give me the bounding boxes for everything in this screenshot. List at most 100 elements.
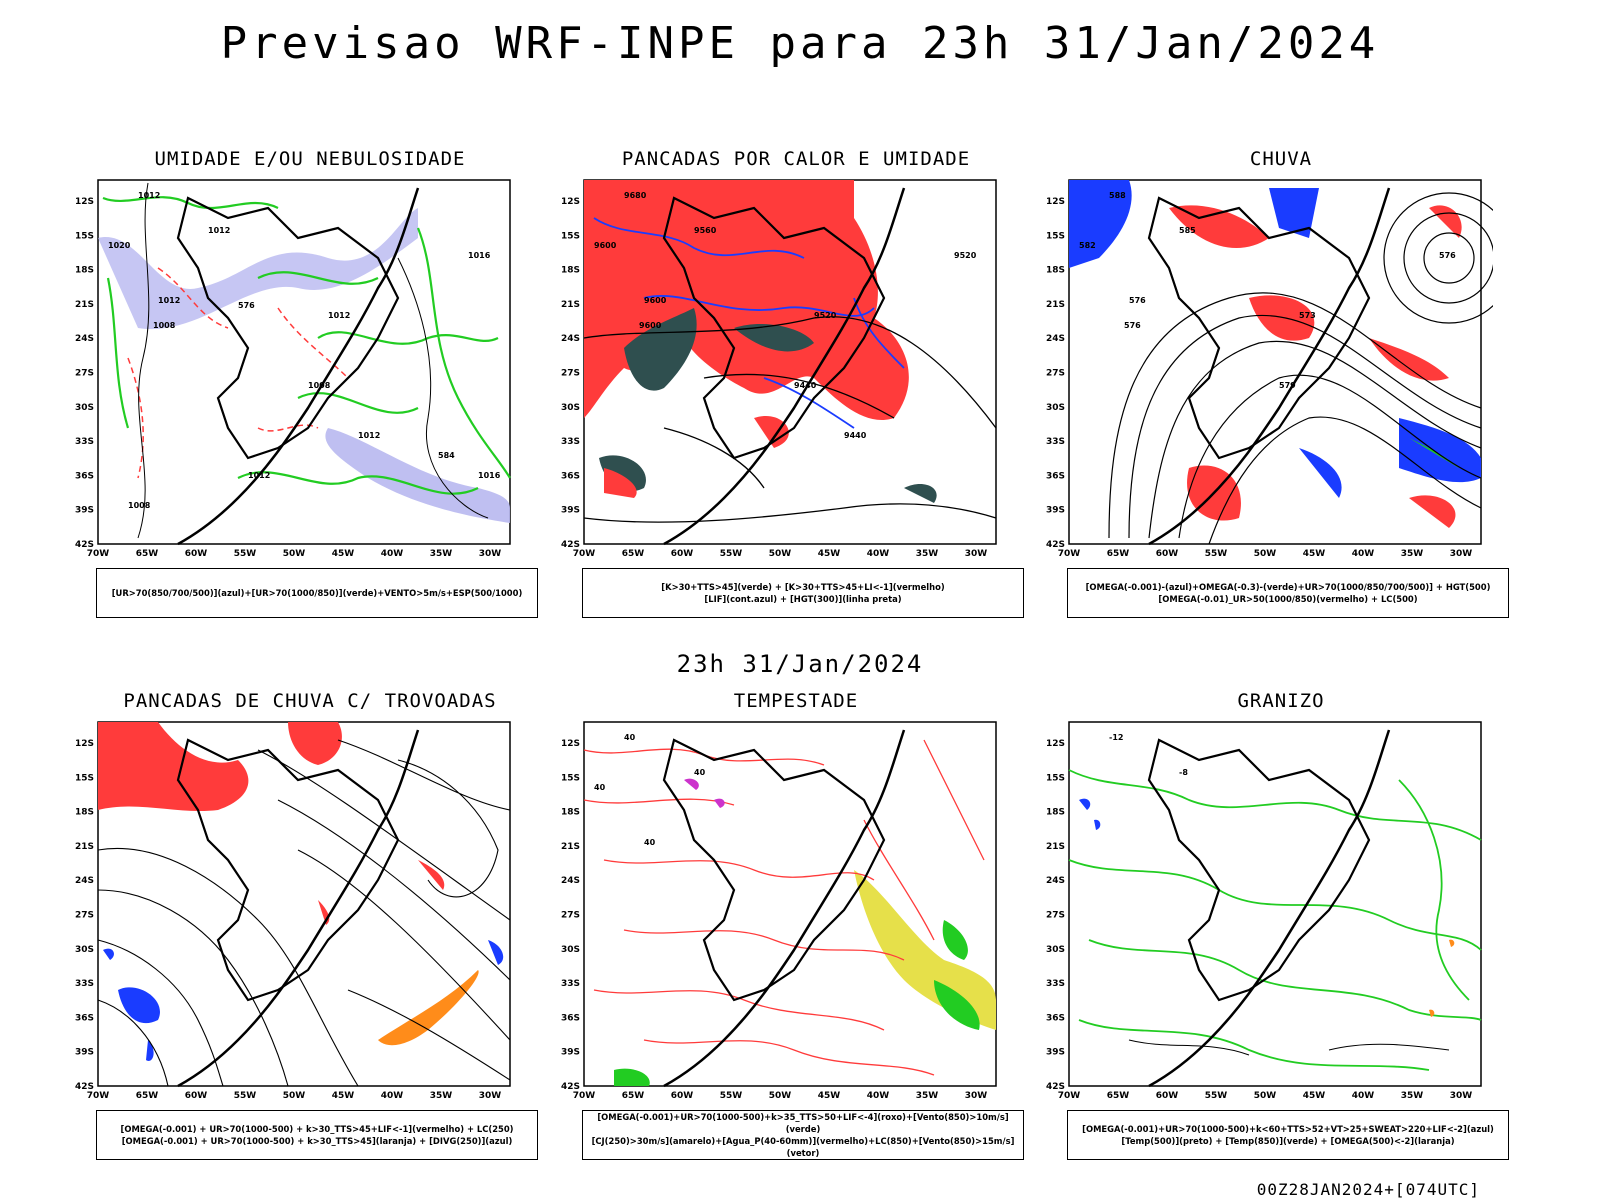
contour-label: 40 <box>694 768 706 777</box>
lat-tick-label: 24S <box>561 334 580 344</box>
lat-axis: 12S 15S 18S 21S 24S 27S 30S 33S 36S 39S 42S <box>75 739 94 1092</box>
panel-title: TEMPESTADE <box>733 690 859 712</box>
lat-tick-label: 21S <box>561 300 580 310</box>
lif-blue-contours <box>593 217 905 429</box>
contour-label: 1012 <box>138 191 160 200</box>
contour-label: 573 <box>1299 311 1316 320</box>
legend-line: [CJ(250)>30m/s](amarelo)+[Agua_P(40-60mm… <box>591 1136 1015 1158</box>
lon-tick-label: 70W <box>1058 1091 1081 1100</box>
lon-tick-label: 40W <box>1352 1091 1375 1100</box>
lat-tick-label: 30S <box>75 403 94 413</box>
lon-tick-label: 45W <box>1303 549 1326 558</box>
lat-axis: 12S 15S 18S 21S 24S 27S 30S 33S 36S 39S 42S <box>1046 739 1065 1092</box>
lon-tick-label: 35W <box>916 549 939 558</box>
lon-tick-label: 60W <box>671 1091 694 1100</box>
contour-label: 1012 <box>248 471 270 480</box>
lat-tick-label: 24S <box>75 334 94 344</box>
lat-tick-label: 18S <box>75 266 94 276</box>
contour-label: 1012 <box>328 311 350 320</box>
lat-tick-label: 18S <box>1046 266 1065 276</box>
lon-tick-label: 30W <box>479 549 502 558</box>
red-rain-area <box>1169 205 1462 528</box>
contour-label: 1012 <box>358 431 380 440</box>
lon-tick-label: 35W <box>1401 1091 1424 1100</box>
lat-tick-label: 36S <box>1046 1013 1065 1023</box>
lat-tick-label: 12S <box>561 197 580 207</box>
panel-pancadas-calor: PANCADAS POR CALOR E UMIDADE 12S 15S 18S 21… <box>558 148 1024 618</box>
lat-tick-label: 42S <box>75 540 94 550</box>
panel-chuva: CHUVA 12S 15S 18S 21S 24S 27S 30S 33S 36S 39S 42S … <box>1043 148 1515 618</box>
map-pancadas-calor[interactable]: 12S 15S 18S 21S 24S 27S 30S 33S 36S 39S 42S 9680 95… <box>558 178 1008 559</box>
lon-tick-label: 50W <box>283 549 306 558</box>
lat-tick-label: 42S <box>561 1082 580 1092</box>
lat-tick-label: 12S <box>561 739 580 749</box>
blue-hail-area <box>1079 798 1101 830</box>
contour-label: 1008 <box>308 381 331 390</box>
lon-tick-label: 55W <box>234 549 257 558</box>
lon-axis: 70W 65W 60W 55W 50W 45W 40W 35W 30W <box>1058 549 1473 559</box>
lat-tick-label: 12S <box>1046 739 1065 749</box>
lon-tick-label: 50W <box>769 549 792 558</box>
lat-tick-label: 42S <box>75 1082 94 1092</box>
lat-tick-label: 27S <box>1046 369 1065 379</box>
lon-tick-label: 50W <box>283 1091 306 1100</box>
contour-label: 9600 <box>644 296 667 305</box>
contour-label: 40 <box>644 838 656 847</box>
lat-tick-label: 12S <box>75 739 94 749</box>
contour-label: 584 <box>438 451 455 460</box>
lat-tick-label: 15S <box>561 773 580 783</box>
contour-label: 585 <box>1179 226 1196 235</box>
lat-tick-label: 30S <box>1046 403 1065 413</box>
map-chuva[interactable]: 12S 15S 18S 21S 24S 27S 30S 33S 36S 39S 42S 588 585… <box>1043 178 1515 559</box>
lat-axis: 12S 15S 18S 21S 24S 27S 30S 33S 36S 39S 42S <box>561 197 580 550</box>
lon-tick-label: 65W <box>622 1091 645 1100</box>
lon-tick-label: 55W <box>234 1091 257 1100</box>
lat-axis: 12S 15S 18S 21S 24S 27S 30S 33S 36S 39S 42S <box>1046 197 1065 550</box>
lon-tick-label: 40W <box>867 1091 890 1100</box>
lat-tick-label: 33S <box>1046 979 1065 989</box>
lon-tick-label: 35W <box>1401 549 1424 558</box>
map-trovoadas[interactable]: 12S 15S 18S 21S 24S 27S 30S 33S 36S 39S 42S 70W 65W… <box>72 720 522 1101</box>
contour-label: 579 <box>1279 381 1296 390</box>
purple-storm-area <box>684 778 725 808</box>
lon-tick-label: 70W <box>87 1091 110 1100</box>
contour-labels: 40 40 40 40 <box>594 733 706 847</box>
lon-tick-label: 55W <box>1205 549 1228 558</box>
lat-tick-label: 27S <box>1046 911 1065 921</box>
contour-label: 9440 <box>844 431 867 440</box>
lat-tick-label: 15S <box>75 773 94 783</box>
lon-tick-label: 45W <box>332 549 355 558</box>
lon-axis: 70W 65W 60W 55W 50W 45W 40W 35W 30W <box>573 549 988 559</box>
lat-tick-label: 42S <box>1046 540 1065 550</box>
map-frame <box>583 721 997 1087</box>
green-contours <box>102 196 511 495</box>
lon-tick-label: 55W <box>720 1091 743 1100</box>
country-borders <box>662 196 886 460</box>
lat-tick-label: 33S <box>1046 437 1065 447</box>
map-umidade[interactable]: 12S 15S 18S 21S 24S 27S 30S 33S 36S 39S 42S 1012 10… <box>72 178 522 559</box>
legend-line: [OMEGA(-0.001)+UR>70(1000-500)+k<60+TTS>… <box>1082 1124 1494 1134</box>
lon-tick-label: 65W <box>622 549 645 558</box>
panel-legend: [UR>70(850/700/500)](azul)+[UR>70(1000/8… <box>96 568 538 618</box>
country-borders <box>176 738 400 1002</box>
lon-axis: 70W 65W 60W 55W 50W 45W 40W 35W 30W <box>87 549 502 559</box>
map-granizo[interactable]: 12S 15S 18S 21S 24S 27S 30S 33S 36S 39S 42S -12 -8 … <box>1043 720 1493 1101</box>
lat-tick-label: 33S <box>561 979 580 989</box>
lat-tick-label: 21S <box>561 842 580 852</box>
map-tempestade[interactable]: 12S 15S 18S 21S 24S 27S 30S 33S 36S 39S 42S 40 40 40… <box>558 720 1008 1101</box>
lat-tick-label: 18S <box>1046 808 1065 818</box>
contour-label: 9520 <box>954 251 977 260</box>
contour-labels: 588 585 582 576 576 573 579 576 <box>1079 191 1456 390</box>
legend-line: [OMEGA(-0.01)_UR>50(1000/850)(vermelho) … <box>1158 594 1418 604</box>
panel-title: UMIDADE E/OU NEBULOSIDADE <box>154 148 466 170</box>
footer-timestamp: 00Z28JAN2024+[074UTC] <box>1256 1180 1480 1199</box>
contour-label: 1008 <box>128 501 151 510</box>
lat-tick-label: 24S <box>75 876 94 886</box>
hgt300-contours <box>583 316 997 523</box>
lat-tick-label: 15S <box>1046 773 1065 783</box>
lon-tick-label: 50W <box>769 1091 792 1100</box>
legend-line: [LIF](cont.azul) + [HGT(300)](linha pret… <box>704 594 902 604</box>
lon-tick-label: 30W <box>479 1091 502 1100</box>
humidity-blue-area <box>325 428 510 523</box>
